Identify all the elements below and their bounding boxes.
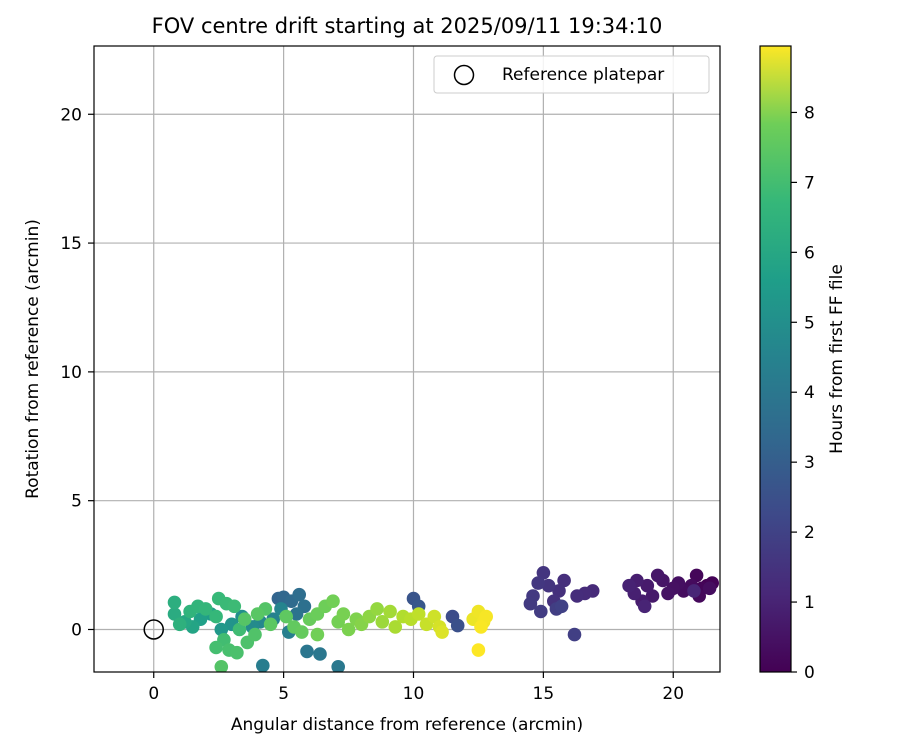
data-point: [292, 587, 307, 602]
data-point: [289, 607, 304, 621]
data-point: [279, 609, 294, 624]
data-point: [331, 660, 345, 672]
colorbar-tick-label: 0: [804, 663, 815, 683]
legend-box: [433, 55, 710, 94]
y-tick-label: 15: [60, 234, 82, 254]
data-point: [167, 607, 182, 621]
legend-marker-icon: [453, 64, 475, 86]
data-point: [370, 602, 384, 616]
data-point: [310, 627, 325, 642]
data-point: [250, 607, 265, 621]
reference-platepar-marker: [143, 619, 164, 640]
colorbar-tick-label: 4: [804, 383, 815, 403]
x-tick-label: 10: [403, 684, 425, 704]
data-point: [531, 576, 545, 590]
data-point: [450, 618, 465, 633]
data-point: [536, 566, 551, 580]
colorbar: [759, 45, 792, 673]
data-points: [167, 566, 719, 672]
data-point: [295, 625, 309, 639]
colorbar-tick-label: 6: [804, 243, 815, 263]
data-point: [336, 607, 351, 621]
data-point: [388, 620, 403, 634]
data-point: [300, 644, 314, 659]
legend-label: Reference platepar: [502, 65, 664, 85]
x-axis-ticks: 0 5 10 15 20: [148, 672, 684, 704]
y-tick-label: 10: [60, 363, 82, 383]
data-point: [554, 599, 569, 614]
data-point: [198, 602, 213, 616]
data-point: [479, 609, 494, 624]
data-point: [383, 604, 397, 619]
data-point: [214, 660, 229, 672]
data-point: [326, 594, 340, 608]
colorbar-ticks: 0 1 2 3 4 5 6 7 8: [791, 103, 815, 683]
x-tick-label: 20: [662, 684, 684, 704]
data-point: [227, 599, 242, 614]
colorbar-tick-label: 7: [804, 173, 815, 193]
data-point: [263, 617, 278, 632]
colorbar-tick-label: 8: [804, 103, 815, 123]
data-point: [687, 584, 701, 598]
data-point: [523, 596, 538, 611]
data-point: [230, 645, 244, 660]
data-point: [534, 604, 548, 619]
colorbar-tick-label: 5: [804, 313, 815, 333]
y-axis-label: Rotation from reference (arcmin): [23, 219, 43, 499]
y-tick-label: 5: [71, 492, 82, 512]
reference-marker-layer: [143, 619, 164, 640]
colorbar-tick-label: 3: [804, 453, 815, 473]
data-point: [567, 627, 582, 642]
data-point: [557, 573, 571, 588]
x-axis-label: Angular distance from reference (arcmin): [231, 715, 583, 735]
data-point: [232, 622, 247, 637]
y-tick-label: 20: [60, 105, 82, 125]
data-point: [552, 584, 566, 598]
data-point: [435, 625, 449, 639]
colorbar-tick-label: 1: [804, 593, 815, 613]
y-tick-label: 0: [71, 620, 82, 640]
data-point: [313, 647, 327, 661]
data-point: [214, 622, 229, 637]
data-point: [650, 568, 665, 583]
data-point: [427, 609, 442, 624]
y-axis-ticks: 0 5 10 15 20: [60, 105, 94, 640]
data-point: [640, 578, 655, 593]
data-point: [172, 617, 187, 632]
data-point: [474, 620, 488, 634]
data-point: [341, 622, 356, 637]
x-tick-label: 5: [278, 684, 289, 704]
data-point: [375, 615, 390, 629]
colorbar-label: Hours from first FF file: [827, 264, 847, 454]
grid-lines: [94, 46, 720, 672]
data-point: [167, 595, 182, 610]
data-point: [702, 581, 717, 596]
data-point: [209, 640, 223, 655]
plot-frame: [93, 45, 721, 673]
data-point: [237, 612, 252, 626]
data-point: [637, 599, 652, 614]
data-point: [622, 578, 636, 593]
chart-title: FOV centre drift starting at 2025/09/11 …: [152, 14, 663, 38]
data-point: [645, 589, 660, 603]
data-point: [570, 589, 584, 603]
data-point: [411, 607, 426, 621]
data-point: [256, 658, 270, 672]
colorbar-tick-label: 2: [804, 523, 815, 543]
data-point: [471, 643, 486, 657]
data-point: [209, 609, 223, 624]
legend: Reference platepar: [433, 55, 710, 94]
data-point: [541, 578, 556, 593]
data-point: [661, 586, 675, 601]
data-point: [248, 627, 262, 642]
data-point: [689, 568, 704, 583]
x-tick-label: 15: [533, 684, 555, 704]
x-tick-label: 0: [148, 684, 159, 704]
